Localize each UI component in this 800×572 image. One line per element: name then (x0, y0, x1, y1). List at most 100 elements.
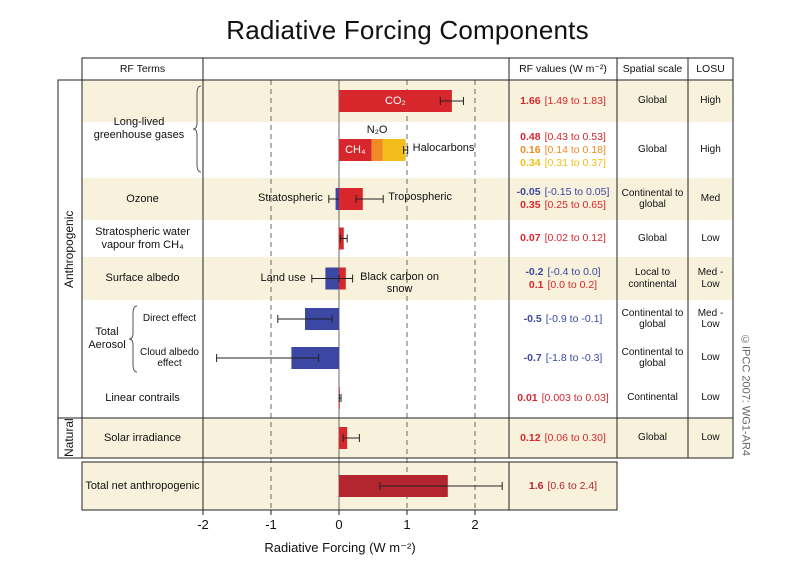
losu: Med (700, 193, 721, 205)
rf-value: -0.5 (523, 312, 542, 325)
rf-range: [0.25 to 0.65] (544, 199, 606, 211)
row-shade (82, 418, 733, 458)
rf-value: 0.48 (520, 130, 541, 143)
rf-value-line: 0.35 [0.25 to 0.65] (520, 199, 606, 212)
rf-values: 0.12 [0.06 to 0.30] (509, 418, 617, 458)
spatial-scale: Continental to global (621, 187, 684, 211)
rf-range: [0.14 to 0.18] (544, 143, 606, 156)
bar-label: N₂O (366, 124, 388, 136)
rf-value-line: -0.7 [-1.8 to -0.3] (524, 352, 603, 365)
row-term: Direct effect (142, 313, 197, 325)
spatial-scale: Global (638, 432, 667, 444)
spatial-scale: Continental to global (621, 307, 684, 331)
spatial-scale: Global (638, 95, 667, 107)
rf-values: -0.5 [-0.9 to -0.1] (509, 300, 617, 338)
rf-range: [0.0 to 0.2] (547, 278, 598, 291)
x-axis-label: Radiative Forcing (W m⁻²) (264, 539, 416, 555)
rf-values: 1.66 [1.49 to 1.83] (509, 80, 617, 122)
bar (339, 139, 372, 161)
rf-value: -0.2 (525, 265, 544, 278)
rf-value: 0.1 (528, 278, 544, 291)
losu: High (700, 95, 721, 107)
rf-values: -0.05 [-0.15 to 0.05] 0.35 [0.25 to 0.65] (509, 178, 617, 220)
bar (339, 90, 452, 112)
spatial-scale: Global (638, 232, 667, 244)
rf-range: [0.003 to 0.03] (541, 391, 609, 404)
rf-range: [-0.15 to 0.05] (544, 186, 610, 198)
losu: Low (701, 432, 720, 444)
rf-value: 0.16 (520, 143, 541, 156)
total-frame (81, 461, 618, 511)
header: RF values (W m⁻²) (519, 62, 607, 75)
header: RF Terms (119, 62, 166, 75)
rf-values: -0.2 [-0.4 to 0.0] 0.1 [0.0 to 0.2] (509, 257, 617, 300)
row-term: Linear contrails (105, 391, 180, 404)
x-tick-label: -1 (265, 517, 277, 532)
row-term: Cloud albedo effect (140, 346, 199, 370)
rf-range: [-1.8 to -0.3] (545, 351, 603, 364)
group-term: Long-lived greenhouse gases (93, 116, 185, 141)
error-bar (342, 434, 360, 442)
row-shade (82, 178, 733, 220)
bracket (128, 305, 138, 373)
bar-label: Black carbon on snow (360, 270, 440, 295)
section-label: Natural (62, 418, 77, 458)
error-bar (379, 482, 503, 490)
rf-range: [-0.4 to 0.0] (547, 265, 601, 278)
row-term: Total net anthropogenic (85, 479, 200, 492)
error-bar (338, 274, 354, 283)
rf-value: 0.07 (520, 232, 541, 244)
rf-values: 0.01 [0.003 to 0.03] (509, 378, 617, 418)
row-shade (82, 257, 733, 300)
bar-label: Halocarbons (412, 142, 475, 154)
rf-value: 0.12 (520, 431, 541, 444)
bar (371, 139, 383, 161)
rf-range: [1.49 to 1.83] (544, 94, 606, 107)
bracket (192, 85, 202, 173)
rf-value-line: -0.5 [-0.9 to -0.1] (524, 313, 603, 326)
rf-value: 0.35 (520, 199, 541, 211)
rf-value: 0.34 (520, 156, 541, 169)
x-tick-label: 0 (335, 517, 343, 532)
rf-range: [0.06 to 0.30] (544, 431, 606, 444)
losu: Med - Low (697, 267, 724, 290)
header: LOSU (696, 62, 725, 75)
bar (382, 139, 406, 161)
rf-range: [0.02 to 0.12] (544, 232, 606, 244)
rf-value: 1.66 (520, 94, 541, 107)
spatial-scale: Continental (627, 392, 678, 404)
spatial-scale: Continental to global (621, 346, 684, 370)
losu: Med - Low (697, 307, 724, 331)
section-label: Anthropogenic (62, 210, 77, 288)
rf-value: -0.7 (523, 351, 542, 364)
losu: Low (701, 392, 720, 404)
rf-value-line: 0.07 [0.02 to 0.12] (520, 232, 606, 245)
error-bar (277, 315, 333, 323)
credit: ©IPCC 2007: WG1-AR4 (739, 333, 752, 457)
rf-value: 1.6 (528, 479, 544, 492)
losu: High (700, 144, 721, 156)
row-term: Solar irradiance (103, 431, 182, 444)
rf-value-line: 0.16 [0.14 to 0.18] (520, 144, 606, 157)
row-term: Stratospheric water vapour from CH₄ (95, 225, 190, 251)
rf-value-line: 0.01 [0.003 to 0.03] (517, 392, 609, 405)
error-bar (439, 97, 464, 105)
rf-value-line: 0.34 [0.31 to 0.37] (520, 157, 606, 170)
rf-values: -0.7 [-1.8 to -0.3] (509, 338, 617, 378)
rf-range: [0.43 to 0.53] (544, 130, 606, 143)
bar-label: Stratospheric (257, 192, 323, 204)
chart-title: Radiative Forcing Components (226, 15, 589, 45)
bar-label: Tropospheric (388, 191, 452, 203)
error-bar (338, 394, 342, 402)
rf-values: 0.48 [0.43 to 0.53] 0.16 [0.14 to 0.18] 0.34… (509, 122, 617, 178)
x-tick-label: 2 (471, 517, 479, 532)
rf-range: [0.31 to 0.37] (544, 156, 606, 169)
row-term: Ozone (126, 192, 159, 205)
rf-value-line: 0.12 [0.06 to 0.30] (520, 432, 606, 445)
losu: Low (701, 352, 720, 364)
spatial-scale: Global (638, 144, 667, 156)
group-term: Total Aerosol (88, 326, 126, 351)
rf-value: 0.01 (517, 391, 538, 404)
rf-value-line: 1.66 [1.49 to 1.83] (520, 95, 606, 108)
